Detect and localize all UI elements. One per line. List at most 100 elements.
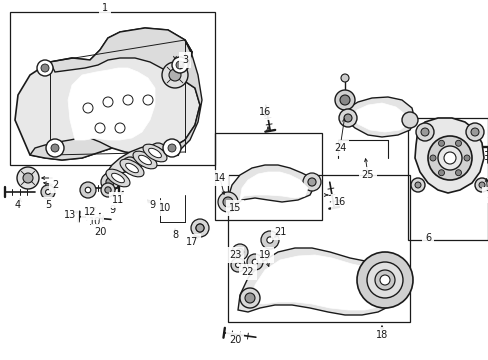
Ellipse shape xyxy=(111,173,124,183)
Ellipse shape xyxy=(101,183,115,197)
Ellipse shape xyxy=(162,62,187,88)
Bar xyxy=(407,118,487,240)
Polygon shape xyxy=(251,255,394,310)
Text: 10: 10 xyxy=(159,203,171,213)
Ellipse shape xyxy=(340,74,348,82)
Ellipse shape xyxy=(120,159,143,177)
Text: 25: 25 xyxy=(361,170,373,180)
Polygon shape xyxy=(224,165,314,210)
Text: 16: 16 xyxy=(333,197,346,207)
Ellipse shape xyxy=(374,270,394,290)
Text: 18: 18 xyxy=(375,330,387,340)
Ellipse shape xyxy=(261,231,279,249)
Ellipse shape xyxy=(196,224,203,232)
Ellipse shape xyxy=(231,244,247,260)
Text: 20: 20 xyxy=(228,335,241,345)
Ellipse shape xyxy=(37,60,53,76)
Ellipse shape xyxy=(154,148,162,156)
Ellipse shape xyxy=(474,178,488,192)
Ellipse shape xyxy=(176,61,183,69)
Ellipse shape xyxy=(41,185,55,199)
Ellipse shape xyxy=(106,169,130,187)
Ellipse shape xyxy=(95,123,105,133)
Ellipse shape xyxy=(169,69,181,81)
Ellipse shape xyxy=(125,163,138,173)
Text: 17: 17 xyxy=(185,237,198,247)
Polygon shape xyxy=(238,248,404,315)
Ellipse shape xyxy=(23,173,33,183)
Ellipse shape xyxy=(235,262,240,267)
Ellipse shape xyxy=(443,152,455,164)
Ellipse shape xyxy=(236,248,243,256)
Ellipse shape xyxy=(437,146,461,170)
Ellipse shape xyxy=(379,275,389,285)
Text: 4: 4 xyxy=(15,200,21,210)
Polygon shape xyxy=(15,28,200,160)
Ellipse shape xyxy=(230,258,244,272)
Ellipse shape xyxy=(148,148,161,158)
Ellipse shape xyxy=(307,178,315,186)
Ellipse shape xyxy=(334,90,354,110)
Ellipse shape xyxy=(46,139,64,157)
Text: 8: 8 xyxy=(172,230,178,240)
Ellipse shape xyxy=(438,140,444,146)
Polygon shape xyxy=(68,68,155,140)
Ellipse shape xyxy=(51,144,59,152)
Ellipse shape xyxy=(104,187,111,193)
Ellipse shape xyxy=(115,123,125,133)
Ellipse shape xyxy=(45,190,50,194)
Ellipse shape xyxy=(244,293,254,303)
Text: 9: 9 xyxy=(149,200,155,210)
Text: 6: 6 xyxy=(424,233,430,243)
Ellipse shape xyxy=(106,178,114,186)
Ellipse shape xyxy=(17,167,39,189)
Bar xyxy=(227,175,409,322)
Ellipse shape xyxy=(266,237,273,243)
Ellipse shape xyxy=(240,288,260,308)
Text: 22: 22 xyxy=(241,267,254,277)
Text: 3: 3 xyxy=(182,55,188,65)
Ellipse shape xyxy=(138,155,151,165)
Polygon shape xyxy=(414,118,483,193)
Text: 19: 19 xyxy=(258,250,270,260)
Ellipse shape xyxy=(122,157,138,173)
Text: 13: 13 xyxy=(64,210,76,220)
Ellipse shape xyxy=(401,112,417,128)
Text: 7: 7 xyxy=(484,190,488,200)
Ellipse shape xyxy=(142,95,153,105)
Text: 24: 24 xyxy=(333,143,346,153)
Ellipse shape xyxy=(303,173,320,191)
Ellipse shape xyxy=(163,139,181,157)
Text: 5: 5 xyxy=(45,200,51,210)
Ellipse shape xyxy=(223,197,232,207)
Ellipse shape xyxy=(427,136,471,180)
Ellipse shape xyxy=(414,182,420,188)
Ellipse shape xyxy=(438,170,444,176)
Ellipse shape xyxy=(196,224,203,232)
Text: 21: 21 xyxy=(273,227,285,237)
Bar xyxy=(215,133,321,220)
Ellipse shape xyxy=(429,155,435,161)
Ellipse shape xyxy=(246,254,263,270)
Polygon shape xyxy=(351,103,407,132)
Polygon shape xyxy=(164,40,202,155)
Ellipse shape xyxy=(133,151,157,169)
Text: 10: 10 xyxy=(89,217,101,227)
Ellipse shape xyxy=(366,262,402,298)
Ellipse shape xyxy=(339,95,349,105)
Text: 14: 14 xyxy=(213,173,225,183)
Ellipse shape xyxy=(126,161,133,168)
Ellipse shape xyxy=(142,144,166,162)
Text: 20: 20 xyxy=(94,227,106,237)
Bar xyxy=(10,12,215,165)
Text: 1: 1 xyxy=(102,3,108,13)
Ellipse shape xyxy=(420,128,428,136)
Text: 23: 23 xyxy=(228,250,241,260)
Text: 16: 16 xyxy=(258,107,270,117)
Ellipse shape xyxy=(149,143,167,161)
Ellipse shape xyxy=(172,57,187,73)
Ellipse shape xyxy=(101,173,119,191)
Text: 2: 2 xyxy=(52,180,58,190)
Ellipse shape xyxy=(356,252,412,308)
Polygon shape xyxy=(240,172,307,200)
